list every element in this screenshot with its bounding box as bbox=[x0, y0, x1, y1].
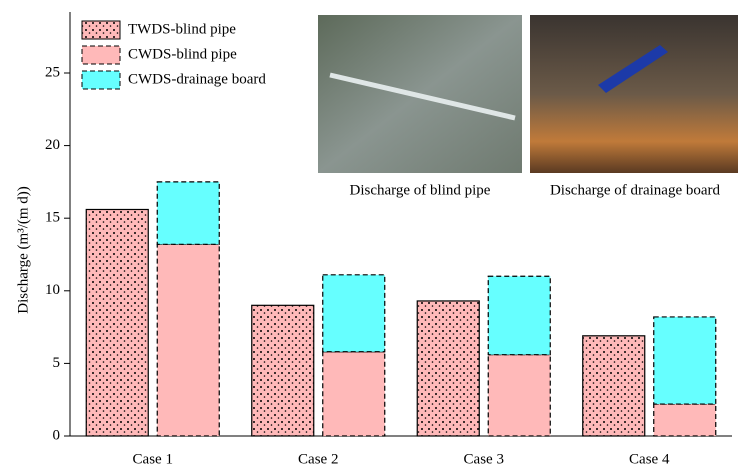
x-tick-label: Case 3 bbox=[464, 451, 504, 467]
caption: Discharge of drainage board bbox=[550, 182, 721, 198]
bar bbox=[323, 352, 385, 436]
bar bbox=[654, 404, 716, 436]
legend-label: CWDS-drainage board bbox=[128, 71, 266, 87]
legend-label: CWDS-blind pipe bbox=[128, 46, 237, 62]
bar bbox=[488, 276, 550, 354]
photo-drainage-board bbox=[530, 15, 738, 173]
y-tick-label: 25 bbox=[45, 64, 60, 80]
bar bbox=[583, 336, 645, 436]
page: {"chart_data": {"type": "bar", "y_label"… bbox=[0, 0, 741, 471]
y-tick-label: 5 bbox=[53, 355, 61, 371]
legend-swatch bbox=[82, 46, 120, 64]
x-tick-label: Case 2 bbox=[298, 451, 338, 467]
legend-swatch bbox=[82, 71, 120, 89]
bar bbox=[323, 275, 385, 352]
y-tick-label: 10 bbox=[45, 282, 60, 298]
chart: Discharge of blind pipe Discharge of dra… bbox=[0, 0, 741, 471]
bar bbox=[157, 244, 219, 436]
legend-swatch bbox=[82, 21, 120, 39]
caption: Discharge of blind pipe bbox=[350, 182, 491, 198]
bar bbox=[157, 182, 219, 244]
bar bbox=[86, 209, 148, 436]
legend-label: TWDS-blind pipe bbox=[128, 21, 236, 37]
bar bbox=[654, 317, 716, 404]
bar bbox=[488, 355, 550, 436]
y-axis-label: Discharge (m³/(m d)) bbox=[15, 186, 31, 314]
y-tick-label: 15 bbox=[45, 210, 60, 226]
bar bbox=[417, 301, 479, 436]
bar bbox=[252, 305, 314, 436]
x-tick-label: Case 4 bbox=[629, 451, 670, 467]
y-tick-label: 0 bbox=[53, 427, 61, 443]
x-tick-label: Case 1 bbox=[133, 451, 173, 467]
y-tick-label: 20 bbox=[45, 137, 60, 153]
